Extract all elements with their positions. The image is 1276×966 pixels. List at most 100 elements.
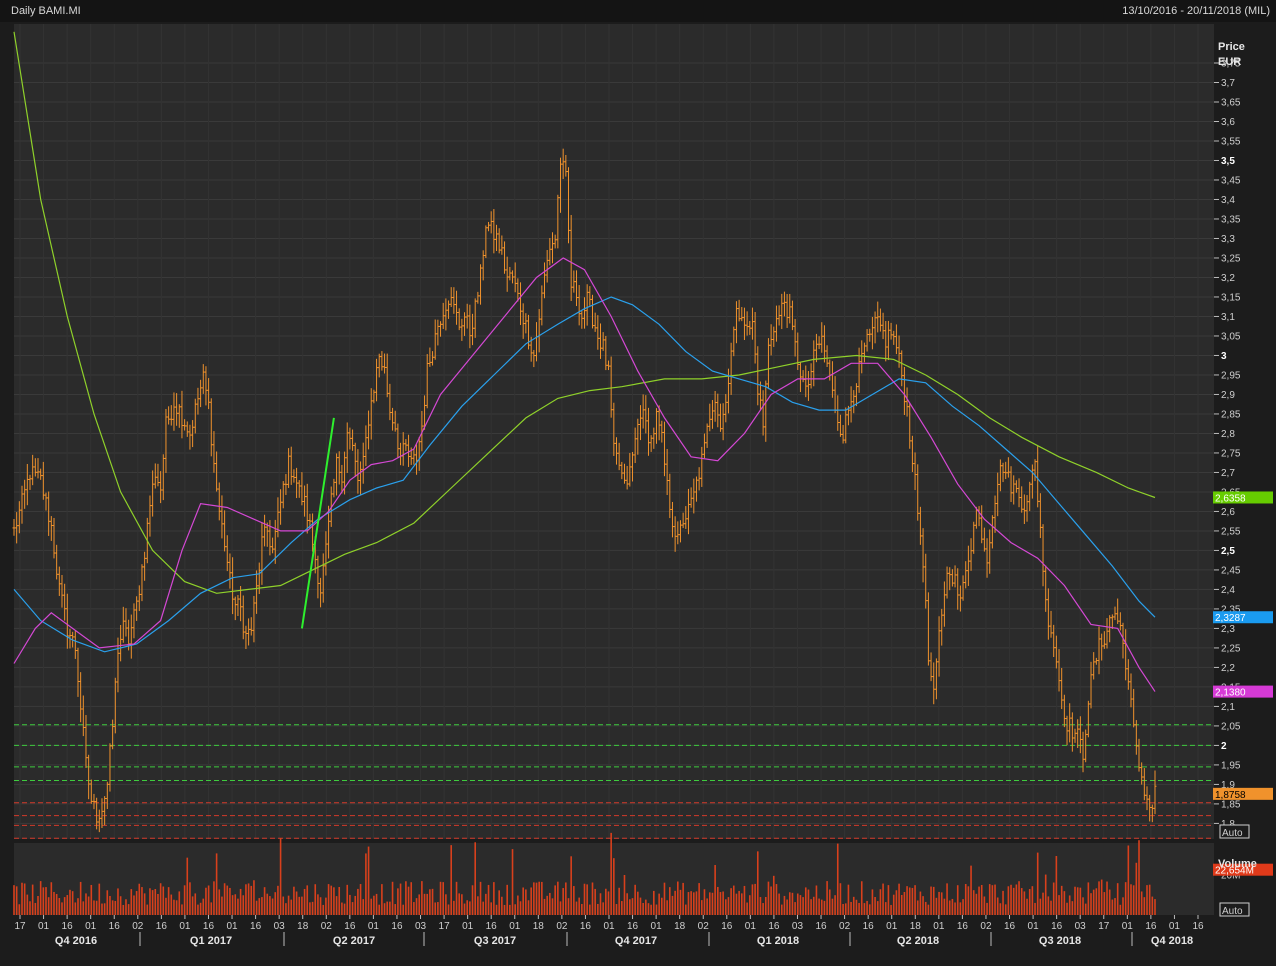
trendline-segment	[300, 417, 335, 629]
time-tick-label: 01	[368, 921, 380, 932]
price-tick-label: 3,05	[1221, 331, 1241, 342]
time-tick-label: 03	[1075, 921, 1087, 932]
time-tick-label: 01	[38, 921, 50, 932]
time-tick-label: 01	[509, 921, 521, 932]
price-tick-label: 3,2	[1221, 273, 1235, 284]
time-tick-label: 01	[1169, 921, 1181, 932]
quarter-label: Q2 2018	[897, 935, 939, 947]
time-tick-label: 17	[439, 921, 451, 932]
quarter-label: Q3 2018	[1039, 935, 1081, 947]
price-axis-unit: EUR	[1218, 56, 1241, 68]
price-tick-label: 1,85	[1221, 799, 1241, 810]
time-tick-label: 16	[62, 921, 74, 932]
price-auto-scale-button[interactable]	[1219, 824, 1250, 839]
time-gridlines	[19, 24, 1199, 839]
time-tick-label: 16	[721, 921, 733, 932]
price-tick-label: 3,7	[1221, 78, 1235, 89]
quarter-label: Q4 2017	[615, 935, 657, 947]
time-tick-label: 01	[886, 921, 898, 932]
time-tick-label: 16	[1145, 921, 1157, 932]
price-tick-label: 3,6	[1221, 117, 1235, 128]
price-tick-label: 3,1	[1221, 312, 1235, 323]
time-tick-label: 16	[344, 921, 356, 932]
time-tick-label: 16	[391, 921, 403, 932]
time-tick-label: 01	[179, 921, 191, 932]
quarter-label: Q4 2018	[1151, 935, 1193, 947]
value-tag-label: 1,8758	[1215, 790, 1246, 801]
quarter-label: Q4 2016	[55, 935, 97, 947]
price-tick-label: 2,6	[1221, 507, 1235, 518]
time-tick-label: 16	[1051, 921, 1063, 932]
price-tick-label: 2,95	[1221, 370, 1241, 381]
value-tag	[1213, 685, 1273, 698]
time-tick-label: 16	[863, 921, 875, 932]
time-tick-label: 18	[674, 921, 686, 932]
time-tick-label: 01	[1028, 921, 1040, 932]
price-tick-label: 3,15	[1221, 292, 1241, 303]
time-tick-label: 03	[415, 921, 427, 932]
time-tick-label: 02	[698, 921, 710, 932]
time-tick-label: 01	[226, 921, 238, 932]
time-tick-label: 18	[910, 921, 922, 932]
time-tick-label: 17	[14, 921, 26, 932]
price-tick-label: 2,55	[1221, 526, 1241, 537]
time-tick-label: 02	[132, 921, 144, 932]
price-tick-label: 2,1	[1221, 702, 1235, 713]
time-tick-label: 16	[203, 921, 215, 932]
volume-auto-scale-button[interactable]	[1219, 902, 1250, 917]
time-tick-label: 16	[109, 921, 121, 932]
time-tick-label: 01	[933, 921, 945, 932]
moving-average-medium	[13, 296, 1156, 653]
time-tick-label: 01	[462, 921, 474, 932]
price-tick-label: 2,3	[1221, 624, 1235, 635]
volume-bars	[13, 832, 1156, 915]
time-tick-label: 16	[580, 921, 592, 932]
value-tag	[1213, 611, 1273, 624]
time-tick-label: 03	[274, 921, 286, 932]
volume-tick-label: 20M	[1221, 871, 1240, 882]
value-tags: 2,6358 2,3287 2,1380 1,8758 22,654M	[1213, 491, 1273, 877]
price-tick-label: 2,25	[1221, 643, 1241, 654]
time-tick-label: 16	[627, 921, 639, 932]
date-range: 13/10/2016 - 20/11/2018 (MIL)	[1122, 5, 1270, 17]
time-tick-label: 16	[1192, 921, 1204, 932]
volume-auto-scale-label: Auto	[1222, 906, 1243, 917]
time-tick-label: 16	[1004, 921, 1016, 932]
support-levels	[14, 724, 1214, 839]
time-axis[interactable]: 17 01 16 01 16 02 16 01 16 01 16 03 18 02 16 01 16 03 17 01…	[14, 915, 1204, 947]
time-tick-label: 18	[297, 921, 309, 932]
price-tick-label: 3,75	[1221, 58, 1241, 69]
price-axis[interactable]: 3,75 3,7 3,65 3,6 3,55 3,5 3,45 3,4 3,35 3,3 3,25 3…	[1214, 58, 1241, 830]
price-tick-label: 3,55	[1221, 136, 1241, 147]
quarter-label: Q2 2017	[333, 935, 375, 947]
value-tag-label: 2,3287	[1215, 613, 1246, 624]
price-tick-label: 2	[1221, 741, 1227, 752]
price-tick-label: 3,65	[1221, 97, 1241, 108]
time-tick-label: 01	[603, 921, 615, 932]
value-tag-label: 2,6358	[1215, 493, 1246, 504]
price-tick-label: 2,4	[1221, 585, 1235, 596]
time-tick-label: 16	[486, 921, 498, 932]
time-tick-label: 03	[792, 921, 804, 932]
value-tag	[1213, 863, 1273, 876]
price-tick-label: 3,45	[1221, 175, 1241, 186]
price-tick-label: 2,75	[1221, 448, 1241, 459]
price-tick-label: 3	[1221, 351, 1227, 362]
time-tick-label: 02	[980, 921, 992, 932]
price-tick-label: 1,9	[1221, 780, 1235, 791]
price-auto-scale-label: Auto	[1222, 828, 1243, 839]
time-tick-label: 01	[85, 921, 97, 932]
price-tick-label: 3,4	[1221, 195, 1235, 206]
trendline[interactable]	[300, 417, 335, 629]
quarter-label: Q1 2018	[757, 935, 799, 947]
price-tick-label: 1,95	[1221, 760, 1241, 771]
price-tick-label: 3,35	[1221, 214, 1241, 225]
value-tag	[1213, 491, 1273, 504]
time-tick-label: 16	[815, 921, 827, 932]
time-tick-label: 01	[651, 921, 663, 932]
time-tick-label: 16	[250, 921, 262, 932]
time-tick-label: 02	[321, 921, 333, 932]
time-tick-label: 17	[1098, 921, 1110, 932]
